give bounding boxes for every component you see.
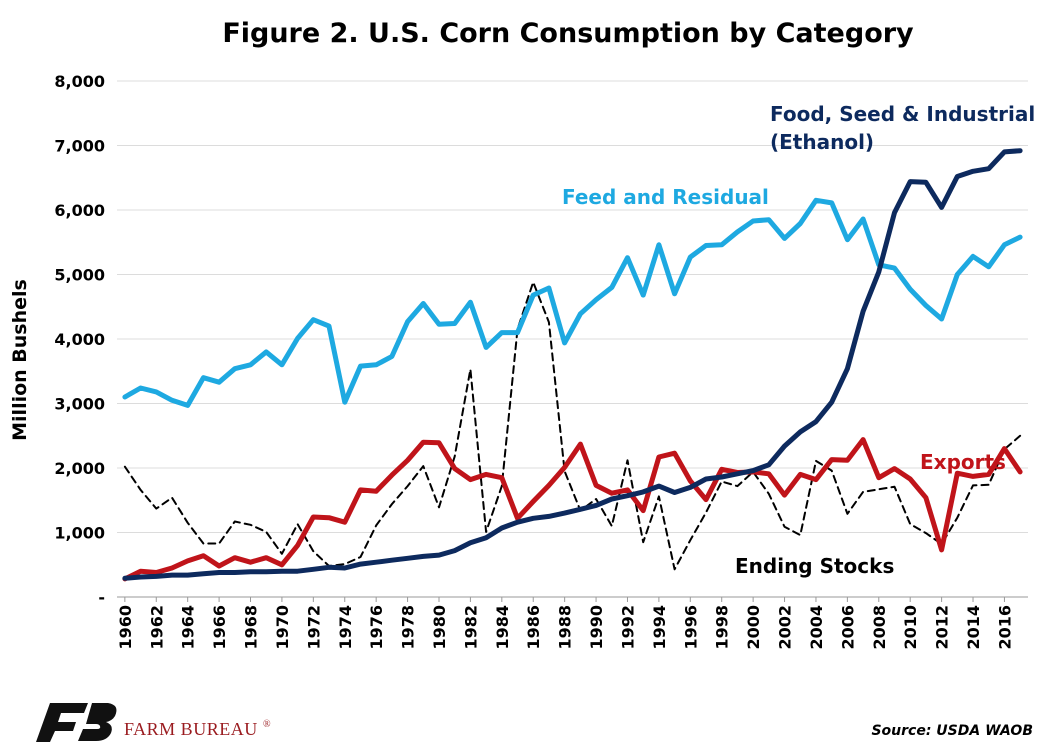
brand-name: FARM BUREAU xyxy=(124,719,258,739)
x-tick-label: 1978 xyxy=(399,605,418,650)
series-line-ending-stocks xyxy=(123,281,1022,571)
x-tick-label: 1960 xyxy=(116,605,135,650)
x-tick-label: 2012 xyxy=(933,605,952,650)
y-tick-label: 1,000 xyxy=(54,524,105,543)
farm-bureau-logo-icon xyxy=(36,703,117,742)
x-tick-label: 2004 xyxy=(807,605,826,650)
x-tick-label: 1992 xyxy=(618,605,637,650)
series-line-exports xyxy=(122,437,1023,582)
x-tick-label: 2000 xyxy=(744,605,763,650)
y-axis-ticks: - 1,000 2,000 3,000 4,000 5,000 6,000 7,000 8,00… xyxy=(54,72,105,607)
gridlines xyxy=(117,80,1028,533)
x-tick-label: 1998 xyxy=(713,605,732,650)
y-tick-label: 6,000 xyxy=(54,201,105,220)
label-ending-stocks: Ending Stocks xyxy=(735,554,894,578)
y-tick-label: 7,000 xyxy=(54,137,105,156)
x-tick-label: 2008 xyxy=(870,605,889,650)
source-note: Source: USDA WAOB xyxy=(871,723,1033,739)
x-tick-label: 1996 xyxy=(681,605,700,650)
series-group xyxy=(122,148,1023,582)
x-tick-label: 1972 xyxy=(304,605,323,650)
label-exports: Exports xyxy=(920,450,1006,474)
y-tick-label: 8,000 xyxy=(54,72,105,91)
chart-title: Figure 2. U.S. Corn Consumption by Categ… xyxy=(222,18,914,49)
x-tick-label: 2016 xyxy=(995,605,1014,650)
y-tick-label: 5,000 xyxy=(54,266,105,285)
y-tick-label: 4,000 xyxy=(54,330,105,349)
x-tick-label: 1988 xyxy=(556,605,575,650)
x-tick-label: 1964 xyxy=(179,605,198,650)
x-tick-label: 1974 xyxy=(336,605,355,650)
x-tick-label: 1982 xyxy=(461,605,480,650)
series-line-food-seed-industrial-ethanol xyxy=(122,148,1023,581)
y-tick-label: 2,000 xyxy=(54,459,105,478)
x-tick-label: 2014 xyxy=(964,605,983,650)
x-tick-label: 1990 xyxy=(587,605,606,650)
y-tick-label: - xyxy=(98,588,105,607)
series-line-feed-and-residual xyxy=(122,197,1023,408)
x-tick-label: 2006 xyxy=(838,605,857,650)
x-tick-label: 1962 xyxy=(147,605,166,650)
x-tick-label: 1968 xyxy=(242,605,261,650)
label-ethanol: (Ethanol) xyxy=(770,130,874,154)
y-tick-label: 3,000 xyxy=(54,395,105,414)
x-tick-label: 1984 xyxy=(493,605,512,650)
label-food-seed-industrial: Food, Seed & Industrial xyxy=(770,102,1035,126)
x-tick-label: 1976 xyxy=(367,605,386,650)
x-tick-label: 1980 xyxy=(430,605,449,650)
brand-registered-mark: ® xyxy=(263,719,271,730)
x-tick-label: 1994 xyxy=(650,605,669,650)
label-feed-and-residual: Feed and Residual xyxy=(562,185,769,209)
x-tick-label: 2010 xyxy=(901,605,920,650)
x-tick-label: 2002 xyxy=(776,605,795,650)
x-axis-ticks: 1960 1962 1964 1966 1968 1970 1972 1974 1976 1978… xyxy=(116,597,1014,650)
x-tick-label: 1970 xyxy=(273,605,292,650)
x-tick-label: 1966 xyxy=(210,605,229,650)
x-tick-label: 1986 xyxy=(524,605,543,650)
y-axis-label: Million Bushels xyxy=(9,279,31,441)
